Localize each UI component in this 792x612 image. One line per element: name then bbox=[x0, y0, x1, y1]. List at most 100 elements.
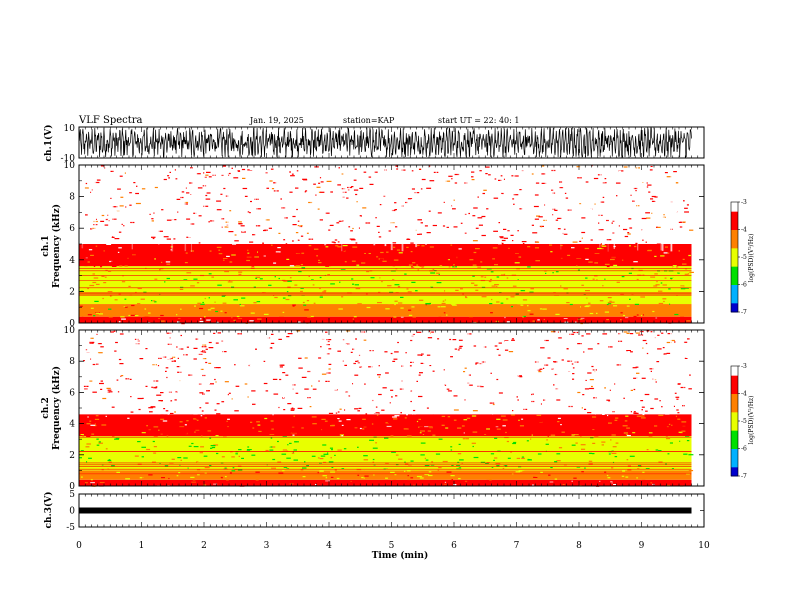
spectrogram-cell bbox=[642, 288, 647, 290]
spectrogram-cell bbox=[589, 369, 594, 371]
spectrogram-cell bbox=[548, 240, 551, 242]
spectrogram-cell bbox=[542, 308, 547, 310]
spectrogram-cell bbox=[572, 378, 575, 380]
spectrogram-cell bbox=[527, 458, 529, 461]
spectrogram-cell bbox=[420, 454, 425, 456]
spectrogram-cell bbox=[341, 435, 343, 437]
spectrogram-cell bbox=[131, 304, 135, 307]
spectrogram-cell bbox=[312, 423, 317, 425]
spectrogram-cell bbox=[589, 258, 594, 260]
spectrogram-cell bbox=[337, 238, 340, 240]
spectrogram-cell bbox=[610, 367, 614, 369]
spectrogram-cell bbox=[556, 196, 560, 198]
spectrogram-cell bbox=[328, 421, 332, 423]
spectrogram-cell bbox=[541, 340, 545, 342]
spectrogram-cell bbox=[218, 367, 221, 369]
spectrogram-streak bbox=[180, 165, 182, 225]
spectrogram-cell bbox=[294, 467, 298, 469]
spectrogram-cell bbox=[507, 230, 510, 232]
spectrogram-cell bbox=[451, 473, 457, 475]
spectrogram-cell bbox=[391, 451, 396, 453]
spectrogram-cell bbox=[417, 354, 422, 356]
spectrogram-streak bbox=[212, 165, 214, 242]
spectrogram-cell bbox=[564, 192, 567, 194]
colorbar-segment bbox=[731, 430, 738, 433]
spectrogram-cell bbox=[464, 296, 467, 298]
spectrogram-cell bbox=[492, 176, 495, 179]
spectrogram-cell bbox=[406, 246, 409, 248]
colorbar-segment bbox=[731, 218, 738, 221]
spectrogram-cell bbox=[583, 351, 585, 353]
spectrogram-cell bbox=[550, 176, 552, 178]
spectrogram-cell bbox=[556, 460, 561, 462]
spectrogram-streak bbox=[324, 165, 327, 246]
spectrogram-cell bbox=[651, 224, 656, 226]
spectrogram-cell bbox=[140, 461, 144, 463]
spectrogram-cell bbox=[567, 209, 572, 211]
spectrogram-cell bbox=[389, 342, 393, 344]
spectrogram-cell bbox=[361, 216, 364, 218]
spectrogram-cell bbox=[604, 457, 609, 459]
spectrogram-cell bbox=[462, 338, 464, 340]
spectrogram-cell bbox=[217, 360, 221, 362]
spectrogram-cell bbox=[517, 303, 522, 305]
spectrogram-cell bbox=[553, 384, 555, 386]
spectrogram-cell bbox=[300, 398, 304, 401]
spectrogram-cell bbox=[465, 296, 468, 299]
spectrogram-cell bbox=[476, 320, 481, 323]
spectrogram-cell bbox=[567, 222, 571, 224]
spectrogram-cell bbox=[338, 220, 343, 222]
spectrogram-cell bbox=[177, 365, 181, 367]
spectrogram-streak bbox=[594, 330, 596, 415]
spectrogram-cell bbox=[134, 255, 138, 257]
spectrogram-cell bbox=[132, 254, 136, 256]
spectrogram-cell bbox=[268, 300, 271, 302]
spectrogram-cell bbox=[453, 264, 455, 266]
spectrogram-cell bbox=[360, 475, 364, 477]
spectrogram-cell bbox=[86, 398, 90, 401]
spectrogram-cell bbox=[209, 250, 212, 252]
spectrogram-cell bbox=[93, 315, 96, 317]
spectrogram-cell bbox=[95, 283, 100, 285]
spectrogram-cell bbox=[459, 459, 464, 461]
spectrogram-cell bbox=[294, 284, 298, 286]
spectrogram-cell bbox=[554, 373, 558, 376]
spectrogram-cell bbox=[561, 472, 564, 474]
spectrogram-cell bbox=[293, 355, 297, 357]
spectrogram-streak bbox=[465, 165, 467, 241]
spectrogram-cell bbox=[585, 277, 588, 279]
spectrogram-cell bbox=[227, 442, 232, 444]
spectrogram-cell bbox=[472, 215, 476, 217]
spectrogram-cell bbox=[393, 363, 398, 365]
spectrogram-cell bbox=[160, 414, 164, 416]
spectrogram-cell bbox=[180, 190, 182, 192]
spectrogram-cell bbox=[109, 295, 113, 297]
spectrogram-cell bbox=[437, 469, 440, 471]
spectrogram-cell bbox=[446, 471, 452, 473]
spectrogram-cell bbox=[193, 278, 198, 280]
spectrogram-cell bbox=[233, 282, 237, 284]
spectrogram-cell bbox=[642, 266, 646, 268]
spectrogram-ytick-label: 4 bbox=[69, 256, 75, 266]
spectrogram-cell bbox=[241, 231, 246, 233]
spectrogram-cell bbox=[427, 430, 431, 432]
spectrogram-cell bbox=[268, 361, 270, 363]
spectrogram-cell bbox=[602, 182, 607, 184]
spectrogram-cell bbox=[594, 461, 599, 463]
spectrogram-cell bbox=[396, 310, 399, 312]
spectrogram-cell bbox=[169, 171, 171, 173]
spectrogram-cell bbox=[452, 208, 456, 210]
spectrogram-cell bbox=[315, 483, 317, 485]
spectrogram-cell bbox=[490, 312, 493, 314]
spectrogram-cell bbox=[196, 469, 201, 471]
spectrogram-cell bbox=[274, 482, 279, 484]
spectrogram-cell bbox=[217, 332, 221, 334]
spectrogram-cell bbox=[400, 296, 404, 298]
spectrogram-cell bbox=[171, 458, 175, 460]
spectrogram-cell bbox=[138, 332, 142, 335]
spectrogram-cell bbox=[141, 188, 146, 190]
spectrogram-cell bbox=[224, 482, 227, 484]
spectrogram-cell bbox=[455, 289, 459, 291]
spectrogram-cell bbox=[518, 256, 522, 258]
spectrogram-cell bbox=[557, 432, 562, 434]
